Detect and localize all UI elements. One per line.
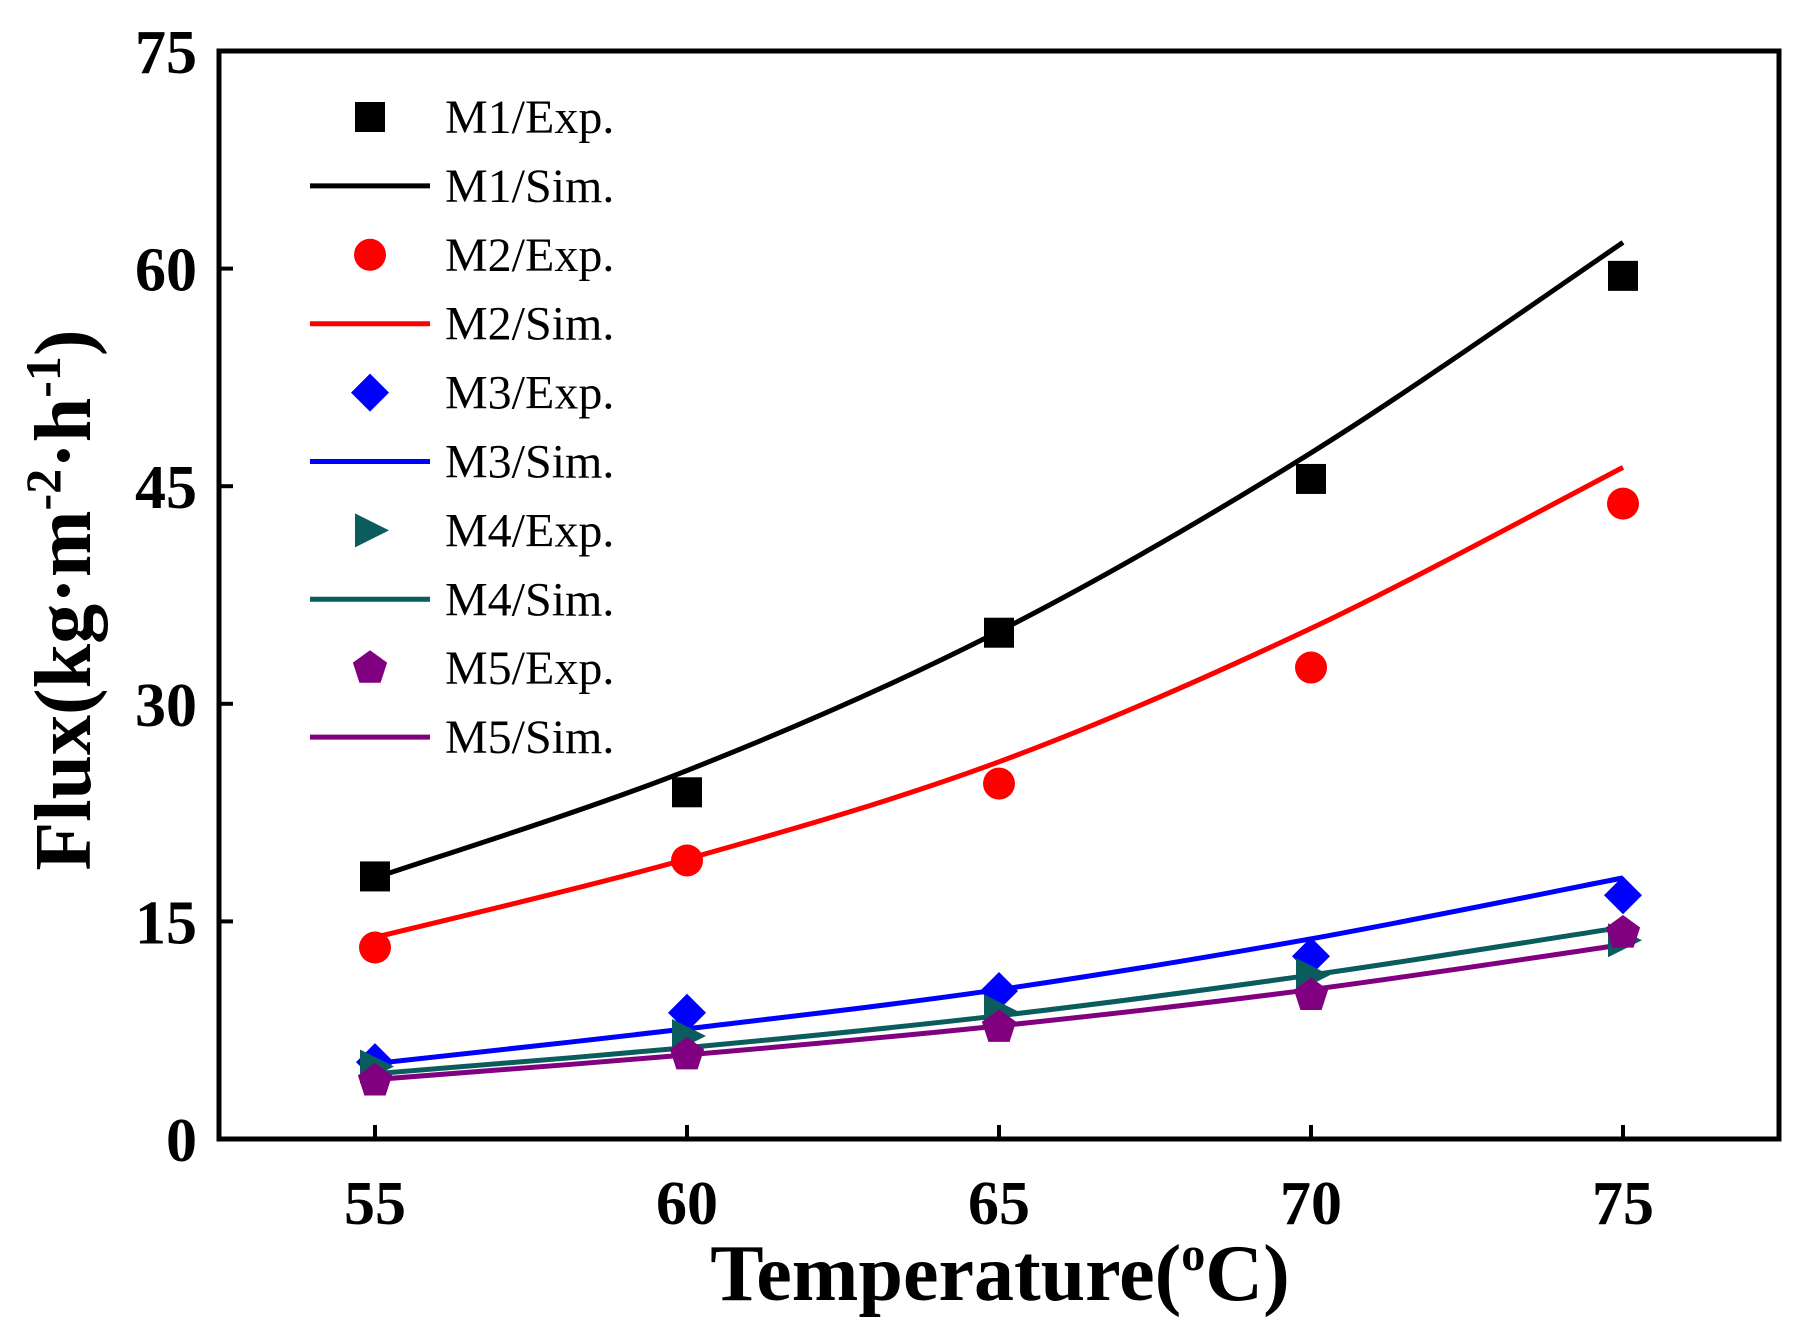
legend-item: M3/Sim. — [310, 436, 614, 489]
legend-label: M1/Exp. — [445, 91, 614, 144]
legend-marker-swatch — [355, 102, 385, 132]
x-tick-label: 60 — [656, 1170, 718, 1238]
exp-point-m1 — [360, 861, 390, 892]
x-tick-label: 65 — [968, 1170, 1030, 1238]
y-tick-label: 0 — [166, 1107, 197, 1175]
exp-point-m5 — [669, 1036, 705, 1070]
legend-label: M3/Exp. — [445, 367, 614, 420]
legend-label: M3/Sim. — [445, 436, 614, 489]
y-axis-title-superscript: -1 — [15, 356, 71, 398]
exp-point-m2 — [671, 844, 703, 877]
y-axis-title-part: ·h — [20, 398, 108, 469]
legend-label: M1/Sim. — [445, 160, 614, 213]
legend-item: M3/Exp. — [351, 367, 614, 420]
x-tick-label: 75 — [1592, 1170, 1654, 1238]
legend-item: M4/Sim. — [310, 573, 614, 626]
exp-point-m1 — [672, 777, 702, 808]
exp-point-m5 — [1605, 915, 1641, 948]
y-axis-title-part: Flux(kg·m — [20, 511, 108, 871]
x-tick-label: 70 — [1280, 1170, 1342, 1238]
legend-marker-swatch — [354, 238, 386, 271]
legend-label: M4/Sim. — [445, 573, 614, 626]
legend-marker-swatch — [351, 373, 389, 412]
sim-line-m2 — [374, 465, 1625, 940]
legend-label: M5/Sim. — [445, 711, 614, 764]
exp-point-m1 — [984, 617, 1014, 648]
x-axis-title: Temperature(oC) — [710, 1228, 1289, 1318]
legend-label: M4/Exp. — [445, 504, 614, 557]
legend-marker-swatch — [352, 650, 388, 683]
y-tick-label: 75 — [135, 19, 197, 87]
exp-point-m2 — [359, 931, 391, 964]
exp-point-m1 — [1608, 260, 1638, 291]
x-axis-title-part: Temperature( — [710, 1230, 1181, 1318]
legend-item: M4/Exp. — [355, 504, 614, 557]
x-axis-title-part: C) — [1205, 1230, 1289, 1318]
exp-point-m2 — [1607, 487, 1639, 520]
legend-marker-swatch — [355, 513, 389, 548]
x-tick-label: 55 — [344, 1170, 406, 1238]
exp-point-m5 — [357, 1062, 393, 1096]
exp-point-m5 — [981, 1009, 1017, 1042]
legend: M1/Exp. M1/Sim. M2/Exp. M2/Sim. M3/Exp. M3/Si… — [310, 91, 614, 764]
legend-label: M2/Exp. — [445, 229, 614, 282]
exp-point-m2 — [1295, 651, 1327, 684]
plot-area — [356, 240, 1642, 1096]
y-tick-label: 60 — [135, 237, 197, 305]
y-tick-label: 45 — [135, 454, 197, 522]
y-axis-title-part: ) — [20, 329, 108, 356]
y-axis-title-superscript: -2 — [15, 469, 71, 511]
legend-item: M1/Exp. — [355, 91, 614, 144]
y-tick-label: 15 — [135, 889, 197, 957]
legend-label: M5/Exp. — [445, 642, 614, 695]
ticks: 55 60 65 70 75 0 15 30 45 60 75 — [135, 19, 1654, 1238]
exp-point-m5 — [1293, 977, 1329, 1010]
y-axis-title: Flux(kg·m-2·h-1) — [15, 329, 108, 870]
legend-item: M5/Sim. — [310, 711, 614, 764]
y-tick-label: 30 — [135, 672, 197, 740]
legend-item: M5/Exp. — [352, 642, 614, 695]
legend-item: M2/Sim. — [310, 298, 614, 351]
legend-item: M2/Exp. — [354, 229, 614, 282]
exp-point-m3 — [1604, 876, 1642, 915]
exp-point-m1 — [1296, 463, 1326, 494]
legend-label: M2/Sim. — [445, 298, 614, 351]
legend-item: M1/Sim. — [310, 160, 614, 213]
x-axis-title-superscript: o — [1181, 1228, 1205, 1281]
exp-point-m2 — [983, 767, 1015, 800]
